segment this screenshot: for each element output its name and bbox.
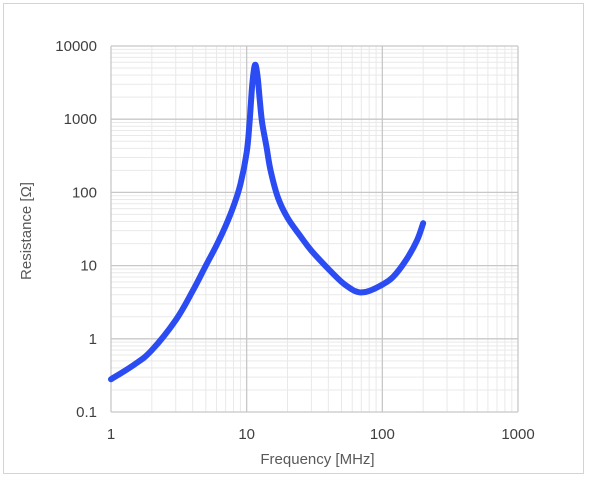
- x-tick-labels: 1 10 100 1000: [107, 426, 535, 443]
- x-tick-label: 1000: [501, 426, 534, 443]
- x-tick-label: 1: [107, 426, 115, 443]
- chart-frame: 1 10 100 1000 0.1 1 10 100 1000 10000 Frequency …: [3, 3, 584, 474]
- y-axis-title: Resistance [Ω]: [18, 182, 35, 280]
- y-tick-label: 10000: [55, 38, 97, 55]
- y-tick-label: 0.1: [76, 404, 97, 421]
- grid-lines: [110, 45, 519, 413]
- y-tick-labels: 0.1 1 10 100 1000 10000: [55, 38, 97, 421]
- x-tick-label: 100: [370, 426, 395, 443]
- x-axis-title: Frequency [MHz]: [260, 451, 374, 468]
- y-tick-label: 10: [80, 258, 97, 275]
- series-line-0: [108, 61, 427, 383]
- resistance-frequency-chart: 1 10 100 1000 0.1 1 10 100 1000 10000 Frequency …: [18, 38, 535, 468]
- series-layer: [108, 61, 427, 383]
- x-tick-label: 10: [238, 426, 255, 443]
- y-tick-label: 1: [89, 331, 97, 348]
- y-tick-label: 100: [72, 184, 97, 201]
- y-tick-label: 1000: [64, 111, 97, 128]
